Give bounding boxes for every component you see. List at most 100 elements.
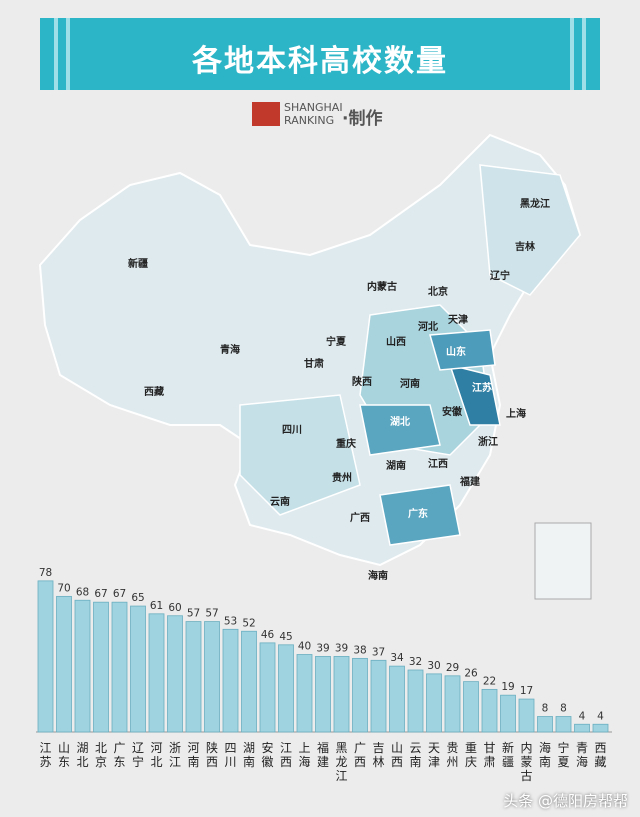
bar-value-label-4: 67 <box>113 588 126 600</box>
category-label-24: 甘肃 <box>483 741 495 769</box>
map-label-28: 广西 <box>350 511 370 524</box>
bar-17 <box>352 657 368 733</box>
bar-28 <box>555 716 572 733</box>
bar-27 <box>537 716 553 733</box>
ranking-logo-icon <box>252 102 280 126</box>
bar-20 <box>407 669 424 733</box>
bar-value-label-0: 78 <box>39 567 52 579</box>
bar-value-label-22: 29 <box>446 662 459 674</box>
watermark: 头条 @德阳房帮帮 <box>503 792 628 810</box>
bar-26 <box>518 698 535 733</box>
bar-value-label-25: 19 <box>501 681 514 693</box>
category-label-22: 贵州 <box>446 741 458 769</box>
category-label-17: 广西 <box>354 741 366 769</box>
map-label-20: 湖北 <box>390 415 410 428</box>
bar-value-label-23: 26 <box>464 668 478 680</box>
inset-map-frame <box>534 522 592 600</box>
bar-value-label-24: 22 <box>483 675 496 687</box>
bar-1 <box>56 595 72 733</box>
bar-value-label-27: 8 <box>542 703 549 715</box>
bar-29 <box>574 723 590 733</box>
category-label-18: 吉林 <box>372 741 384 769</box>
bar-value-label-13: 45 <box>279 631 292 643</box>
bar-value-label-1: 70 <box>57 582 70 594</box>
bar-24 <box>481 688 498 733</box>
bar-value-label-6: 61 <box>150 600 163 612</box>
bar-value-label-11: 52 <box>242 617 255 629</box>
map-label-4: 北京 <box>428 285 448 298</box>
map-label-27: 云南 <box>270 495 290 508</box>
category-label-8: 河南 <box>187 741 199 769</box>
bar-value-label-17: 38 <box>353 644 366 656</box>
map-label-1: 吉林 <box>515 240 536 253</box>
map-label-25: 贵州 <box>332 471 352 484</box>
map-region-northeast <box>479 164 581 296</box>
bar-value-label-21: 30 <box>427 660 440 672</box>
page-title: 各地本科高校数量 <box>192 44 448 79</box>
category-label-26: 内蒙古 <box>520 741 532 783</box>
bar-value-label-29: 4 <box>579 710 586 722</box>
bar-7 <box>167 615 183 733</box>
map-label-7: 新疆 <box>128 257 148 270</box>
map-label-12: 甘肃 <box>304 357 324 370</box>
map-label-3: 内蒙古 <box>367 280 397 293</box>
map-label-30: 海南 <box>368 569 388 582</box>
bar-10 <box>222 628 239 733</box>
bar-value-label-2: 68 <box>76 586 89 598</box>
bar-23 <box>463 681 479 733</box>
category-label-4: 广东 <box>113 741 125 769</box>
map-label-5: 天津 <box>448 313 468 326</box>
bar-value-label-8: 57 <box>187 608 200 620</box>
bar-value-label-30: 4 <box>597 710 604 722</box>
category-label-9: 陕西 <box>206 740 218 769</box>
bar-0 <box>37 580 54 733</box>
map-label-29: 广东 <box>408 507 428 520</box>
bar-30 <box>592 723 609 733</box>
bar-21 <box>426 673 442 733</box>
credit-brand: SHANGHAI RANKING <box>284 101 343 127</box>
map-label-8: 宁夏 <box>326 335 347 348</box>
bar-14 <box>296 654 313 733</box>
map-label-18: 上海 <box>506 407 526 420</box>
bar-13 <box>278 644 294 733</box>
bar-value-label-14: 40 <box>298 641 311 653</box>
category-label-20: 云南 <box>409 741 421 769</box>
credit-suffix: ·制作 <box>342 109 383 129</box>
bar-value-label-12: 46 <box>261 629 275 641</box>
category-label-15: 福建 <box>317 740 329 769</box>
bar-25 <box>500 694 516 733</box>
map-label-0: 黑龙江 <box>520 197 550 210</box>
map-outline <box>38 133 582 567</box>
category-label-30: 西藏 <box>594 741 606 769</box>
category-label-28: 宁夏 <box>557 740 569 769</box>
bar-4 <box>111 601 128 733</box>
map-label-21: 重庆 <box>336 437 356 450</box>
map-label-16: 西藏 <box>144 385 164 398</box>
bar-value-label-15: 39 <box>316 642 329 654</box>
map-label-10: 山东 <box>446 345 466 358</box>
map-label-11: 青海 <box>220 343 240 356</box>
category-label-1: 山东 <box>58 741 70 769</box>
map-region-hubei <box>359 404 441 456</box>
category-label-21: 天津 <box>428 741 440 769</box>
category-label-16: 黑龙江 <box>335 741 347 783</box>
category-label-11: 湖南 <box>243 740 255 769</box>
bar-16 <box>333 656 350 733</box>
bar-5 <box>130 605 146 733</box>
bar-8 <box>185 621 202 733</box>
bar-15 <box>315 656 331 733</box>
map-label-19: 四川 <box>282 424 302 436</box>
map-label-15: 江苏 <box>472 381 492 394</box>
bar-value-label-7: 60 <box>168 602 181 614</box>
category-label-29: 青海 <box>576 741 588 769</box>
bar-2 <box>74 599 91 733</box>
bar-11 <box>241 630 257 733</box>
category-label-19: 山西 <box>391 741 403 769</box>
category-label-10: 四川 <box>224 741 236 769</box>
category-label-23: 重庆 <box>465 741 477 769</box>
map-region-shandong <box>429 329 496 371</box>
bar-6 <box>148 613 165 733</box>
category-label-0: 江苏 <box>39 741 51 769</box>
category-label-2: 湖北 <box>76 740 88 769</box>
bar-value-label-20: 32 <box>409 656 422 668</box>
